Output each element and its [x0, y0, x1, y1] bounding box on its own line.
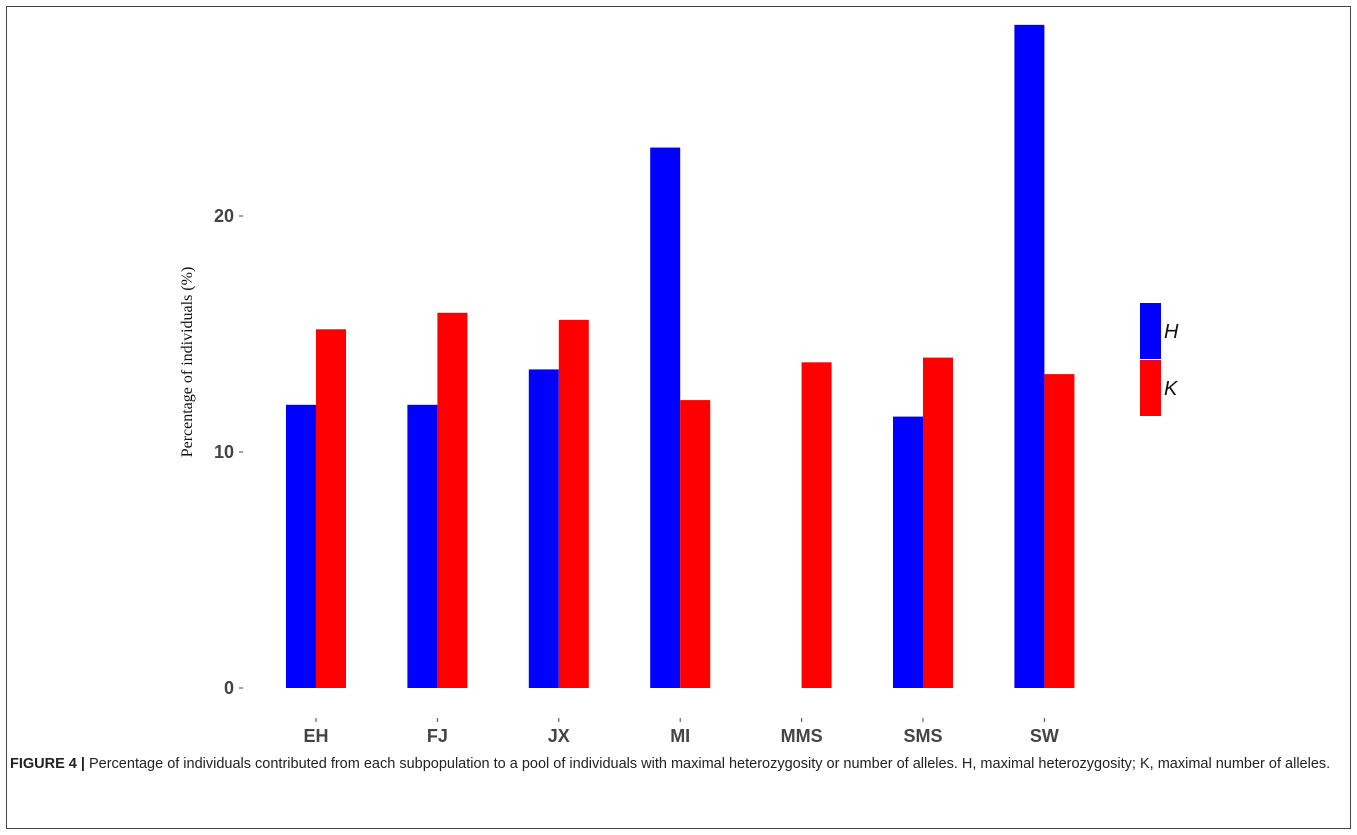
bar-H-SW	[1014, 24, 1045, 688]
bar-K-JX	[558, 319, 589, 688]
x-tick-label-EH: EH	[303, 726, 328, 746]
y-tick-label-0: 0	[224, 678, 234, 698]
bar-K-EH	[316, 329, 346, 688]
y-tick-label-20: 20	[214, 206, 234, 226]
legend-label-H: H	[1164, 321, 1179, 343]
bar-H-MI	[650, 147, 681, 688]
y-tick-label-10: 10	[214, 442, 234, 462]
figure-caption: FIGURE 4 | Percentage of individuals con…	[10, 754, 1340, 775]
caption-text: Percentage of individuals contributed fr…	[84, 756, 1331, 772]
x-tick-label-SW: SW	[1030, 726, 1059, 746]
x-tick-label-MMS: MMS	[781, 726, 823, 746]
bar-K-MMS	[801, 362, 832, 688]
bar-K-SW	[1044, 374, 1075, 688]
bar-K-SMS	[923, 357, 953, 688]
bar-H-SMS	[893, 416, 923, 688]
legend-key-H	[1140, 303, 1161, 359]
caption-label: FIGURE 4 |	[10, 756, 85, 772]
bar-H-JX	[528, 369, 559, 688]
legend-label-K: K	[1164, 378, 1179, 400]
x-tick-label-SMS: SMS	[903, 726, 942, 746]
x-tick-label-MI: MI	[670, 726, 690, 746]
legend-key-K	[1140, 360, 1161, 416]
figure-frame	[6, 6, 1351, 829]
bar-H-EH	[286, 404, 316, 688]
bar-K-FJ	[437, 312, 468, 688]
bar-K-MI	[680, 400, 711, 688]
x-tick-label-FJ: FJ	[427, 726, 448, 746]
x-tick-label-JX: JX	[548, 726, 570, 746]
bar-H-FJ	[407, 404, 438, 688]
